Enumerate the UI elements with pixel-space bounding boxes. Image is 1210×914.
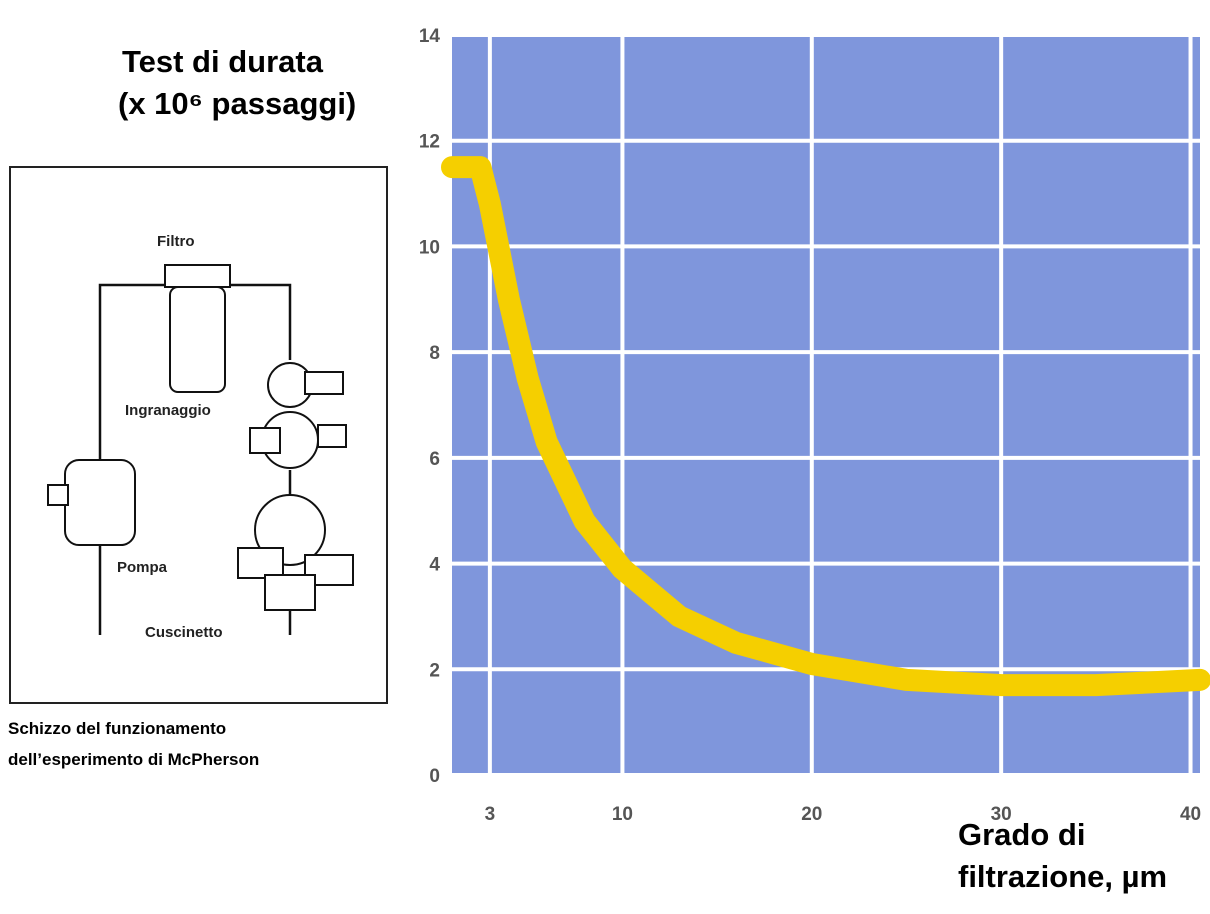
x-tick-label: 40 <box>1180 804 1201 825</box>
y-tick-label: 8 <box>429 343 440 364</box>
gear-part <box>304 371 344 395</box>
caption: dell’esperimento di McPherson <box>8 750 259 769</box>
x-tick-label: 3 <box>485 804 496 825</box>
pump-part <box>47 484 69 506</box>
bearing-part <box>237 547 284 579</box>
filter-head <box>164 264 231 288</box>
y-axis-label: Test di durata <box>122 44 324 79</box>
x-axis-label: Grado di <box>958 817 1085 852</box>
x-axis-label: filtrazione, µm <box>958 859 1167 894</box>
gear-part <box>249 427 281 454</box>
caption: Schizzo del funzionamento <box>8 719 226 738</box>
gear-part <box>317 424 347 448</box>
y-tick-label: 10 <box>419 237 440 258</box>
diagram-label: Filtro <box>157 233 195 250</box>
y-tick-label: 14 <box>419 26 441 47</box>
plot-area <box>452 35 1200 775</box>
diagram-label: Ingranaggio <box>125 402 211 419</box>
x-tick-label: 30 <box>991 804 1012 825</box>
y-tick-label: 2 <box>429 660 440 681</box>
pump <box>64 459 136 546</box>
y-tick-label: 12 <box>419 132 440 153</box>
x-tick-label: 10 <box>612 804 633 825</box>
y-tick-label: 4 <box>429 555 440 576</box>
data-line <box>441 156 1210 697</box>
y-tick-label: 6 <box>429 449 440 470</box>
diagram-label: Cuscinetto <box>145 624 223 641</box>
pipes <box>98 283 292 635</box>
y-axis-label: (x 10⁶ passaggi) <box>118 86 356 121</box>
filter-bowl <box>169 286 226 393</box>
diagram-label: Pompa <box>117 559 168 576</box>
x-tick-label: 20 <box>801 804 822 825</box>
diagram: Filtro Ingranaggio Pompa Cuscinetto <box>9 166 388 704</box>
bearing-part <box>264 574 316 611</box>
y-tick-label: 0 <box>429 766 440 787</box>
